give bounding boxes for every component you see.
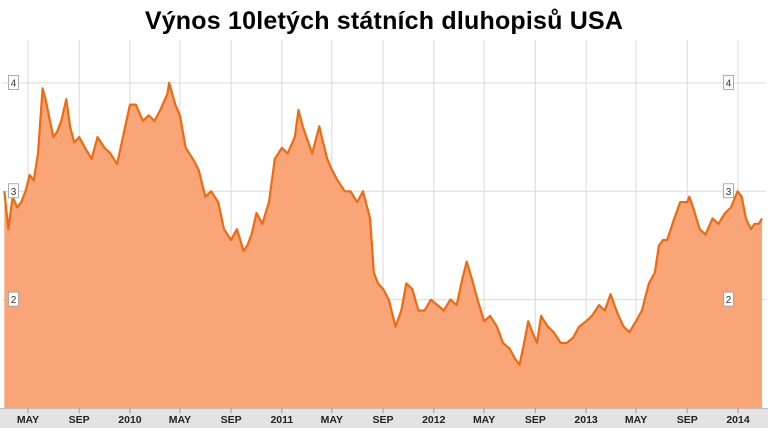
yield-line xyxy=(3,81,764,366)
y-tick-label: 3 xyxy=(11,187,17,198)
x-axis: MAY SEP 2010 MAY SEP 2011 MAY SEP 2012 MAY SEP 2013… xyxy=(0,408,768,428)
x-tick-label: 2010 xyxy=(118,414,142,426)
x-tick-label: 2014 xyxy=(726,414,750,426)
y-tick-label: 4 xyxy=(11,78,17,89)
x-tick-label: 2011 xyxy=(270,414,293,426)
x-tick-label: SEP xyxy=(69,414,90,426)
x-tick-label: 2012 xyxy=(422,414,446,426)
x-tick-label: 2013 xyxy=(574,414,598,426)
x-tick-label: MAY xyxy=(473,414,495,426)
y-tick-label: 2 xyxy=(11,295,17,306)
x-tick-label: SEP xyxy=(525,414,546,426)
x-tick-label: MAY xyxy=(321,414,343,426)
y-tick: 2 xyxy=(8,291,19,307)
x-tick-label: SEP xyxy=(372,414,393,426)
y-tick: 3 xyxy=(723,183,734,199)
y-tick: 2 xyxy=(723,291,734,307)
x-tick-label: MAY xyxy=(169,414,191,426)
x-tick-label: MAY xyxy=(625,414,647,426)
chart-title: Výnos 10letých státních dluhopisů USA xyxy=(144,7,624,35)
y-tick: 4 xyxy=(723,75,734,90)
y-tick-labels: 2 2 3 3 4 4 xyxy=(8,75,734,307)
y-tick: 3 xyxy=(8,183,19,199)
x-tick-label: MAY xyxy=(17,414,39,426)
x-tick-label: SEP xyxy=(677,414,698,426)
x-axis-band xyxy=(0,408,768,428)
area-series xyxy=(3,81,764,409)
y-tick-label: 3 xyxy=(726,187,732,198)
x-tick-label: SEP xyxy=(221,414,242,426)
y-tick-label: 2 xyxy=(726,295,732,306)
area-fill xyxy=(4,82,763,409)
y-tick-label: 4 xyxy=(726,78,732,89)
y-tick: 4 xyxy=(8,75,19,90)
